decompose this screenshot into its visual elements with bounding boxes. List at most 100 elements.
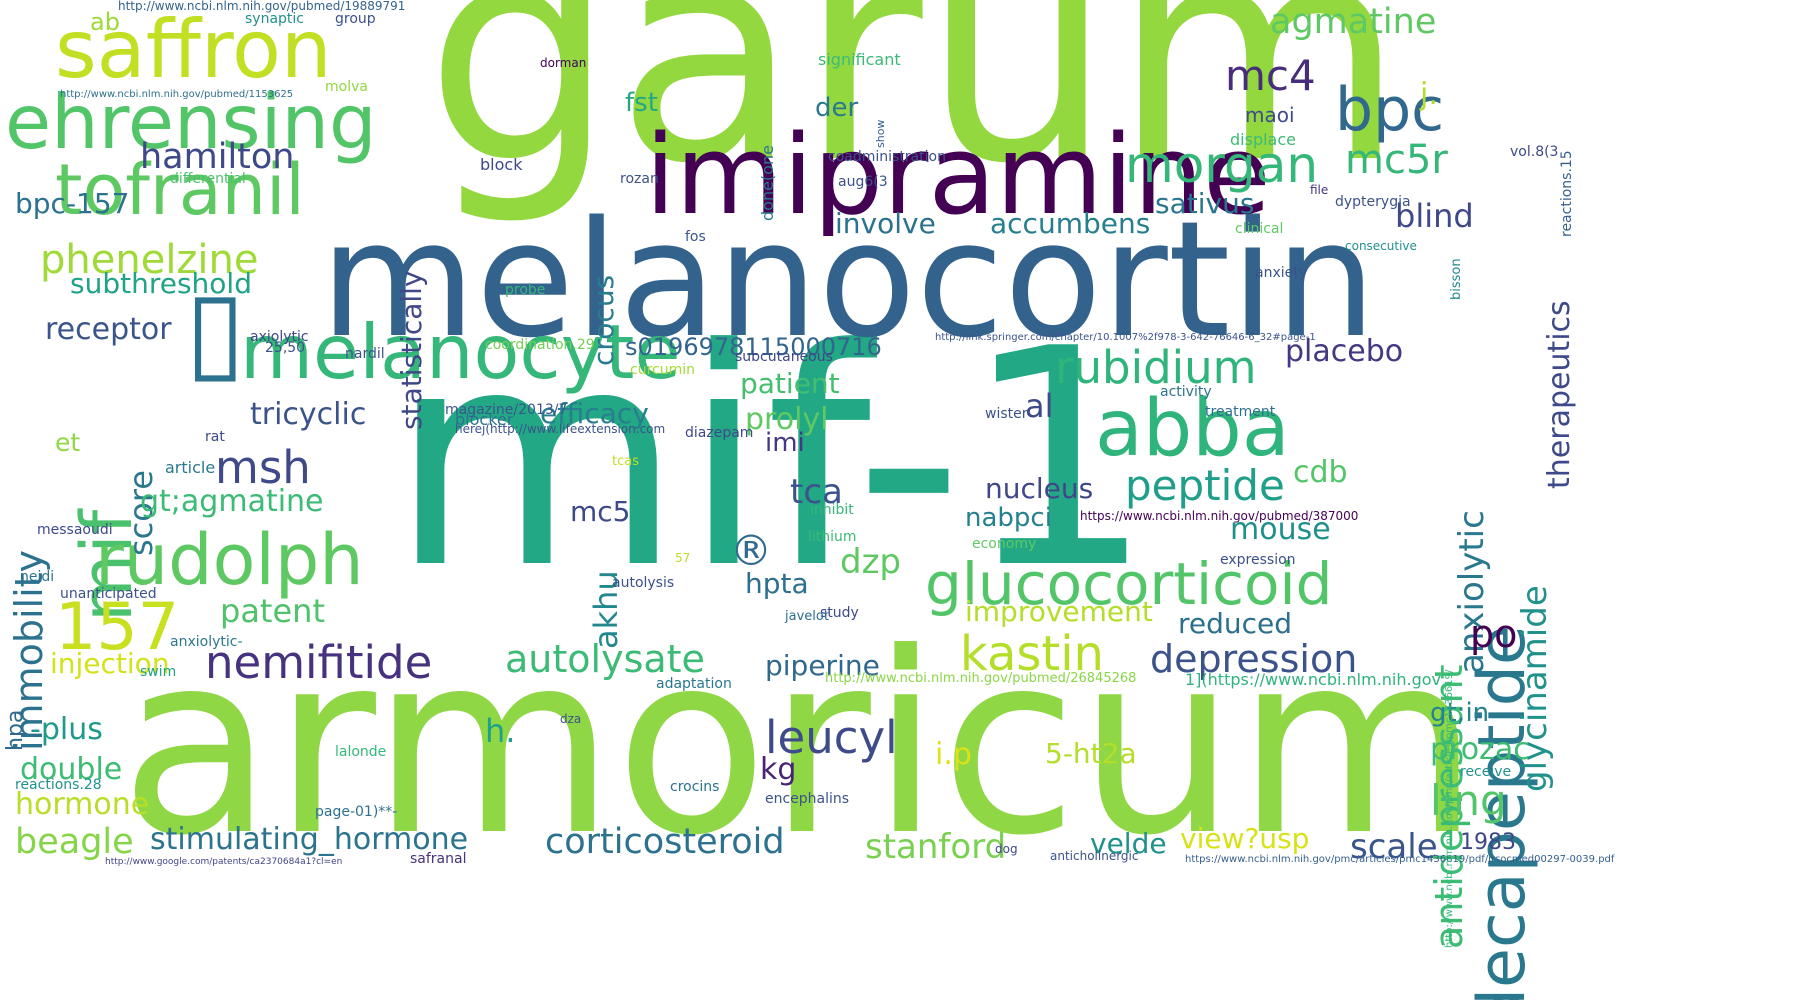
word: stimulating_hormone xyxy=(150,822,469,857)
word: cdb xyxy=(1293,455,1348,490)
word: piperine xyxy=(765,649,880,682)
word: dypterygia xyxy=(1335,194,1411,210)
word: prolyl xyxy=(745,402,829,437)
word: http://www.ncbi.nlm.nih.gov/pubmed/19889… xyxy=(118,0,406,13)
word: treatment xyxy=(1205,404,1276,420)
word: msh xyxy=(215,441,311,494)
word: ab xyxy=(90,8,120,36)
word: economy xyxy=(972,536,1037,552)
word: messaoudi xyxy=(37,522,113,538)
word: displace xyxy=(1230,130,1296,149)
word: anticholinergic xyxy=(1050,849,1139,863)
word: dza xyxy=(560,712,582,726)
word: page-01)**- xyxy=(315,804,398,820)
word: -plus xyxy=(30,712,103,747)
word: bpc xyxy=(1335,75,1445,145)
word: velde xyxy=(1090,827,1167,860)
word: reduced xyxy=(1178,607,1293,640)
word: 5-ht2a xyxy=(1045,737,1137,770)
word: blind xyxy=(1395,197,1474,235)
word: gt;in xyxy=(1430,698,1490,728)
word: po xyxy=(1470,612,1518,656)
word: fos xyxy=(685,229,706,245)
word: block xyxy=(480,155,523,174)
word: efficacy xyxy=(540,397,649,430)
word: subthreshold xyxy=(70,267,252,300)
word: tca xyxy=(790,472,843,512)
word: patient xyxy=(740,367,840,400)
word: unanticipated xyxy=(60,586,157,602)
word: blocker xyxy=(455,410,514,429)
word: receive xyxy=(1460,764,1512,780)
word: kastin xyxy=(960,626,1104,682)
word: tcas xyxy=(612,454,639,469)
word: nardil xyxy=(345,346,385,362)
word: injection xyxy=(50,647,170,680)
word: tricyclic xyxy=(250,397,367,432)
word: file xyxy=(1310,183,1329,197)
word: herej(http://www.lifeextension.com xyxy=(455,422,666,436)
word: peptide xyxy=(1125,461,1285,510)
word: corticosteroid xyxy=(545,822,785,862)
word: ® xyxy=(730,526,772,575)
word: melanocortin xyxy=(320,186,1377,373)
word: curcumin xyxy=(630,362,695,378)
word: 57 xyxy=(675,551,691,565)
word: rudolph xyxy=(95,519,364,601)
word: autolysis xyxy=(612,575,675,591)
word: nabpci xyxy=(965,503,1052,533)
word: beagle xyxy=(15,822,134,862)
word: et xyxy=(55,428,81,457)
word: consecutive xyxy=(1345,239,1417,253)
word: fst xyxy=(625,88,658,118)
word: http://www.ncbi.nlm.nih.gov/pubmed/11536… xyxy=(60,89,294,100)
word: s0196978115000716 xyxy=(625,333,882,361)
word: nucleus xyxy=(985,472,1094,505)
word: differential xyxy=(170,171,246,187)
word: probe xyxy=(505,282,546,298)
word: autolysate xyxy=(505,637,705,681)
word: encephalins xyxy=(765,791,850,807)
word: axiolytic xyxy=(250,329,309,345)
word: mc4 xyxy=(1225,51,1316,100)
word: https://www.ncbi.nlm.nih.gov/pmc/article… xyxy=(1185,854,1615,865)
word: lithium xyxy=(808,529,857,545)
word: double xyxy=(20,752,123,787)
word: imipramine xyxy=(645,111,1271,239)
word: gt;agmatine xyxy=(140,484,324,519)
word: article xyxy=(165,458,216,477)
word: hpa xyxy=(3,709,28,751)
word: https://www.ncbi.nlm.nih.gov/pubmed/3870… xyxy=(1080,509,1359,523)
word: view?usp xyxy=(1180,822,1310,855)
word: nejdi xyxy=(20,569,55,585)
word: show xyxy=(874,119,887,148)
word: http://www.google.com/patents/ca2370684a… xyxy=(105,857,343,867)
word: garum xyxy=(425,0,1405,229)
word: clinical xyxy=(1235,221,1284,237)
word: armoricum xyxy=(120,599,1480,890)
word: tofranil xyxy=(55,149,305,231)
word: maoi xyxy=(1245,103,1295,127)
word: improvement xyxy=(965,595,1153,628)
word: saffron xyxy=(55,3,332,96)
word: activity xyxy=(1160,384,1212,400)
word: 25,50 xyxy=(265,340,306,356)
word: nemifitide xyxy=(205,636,433,689)
word: significant xyxy=(818,50,901,69)
word: diazepam xyxy=(685,425,754,441)
word: 157 xyxy=(55,590,180,665)
word: placebo xyxy=(1285,334,1404,369)
word: wister xyxy=(985,406,1028,422)
word: h. xyxy=(485,712,516,750)
word: dog xyxy=(995,842,1018,856)
word: ehrensing xyxy=(5,78,377,166)
word: der xyxy=(815,93,859,123)
word: bpc-157 xyxy=(15,187,130,220)
word: vol.8(3 xyxy=(1510,144,1559,160)
word: kg xyxy=(760,752,797,787)
word: statistically xyxy=(395,270,428,430)
word: anxiolytic- xyxy=(170,634,243,650)
word: patent xyxy=(220,592,325,630)
word: lalonde xyxy=(335,744,387,760)
